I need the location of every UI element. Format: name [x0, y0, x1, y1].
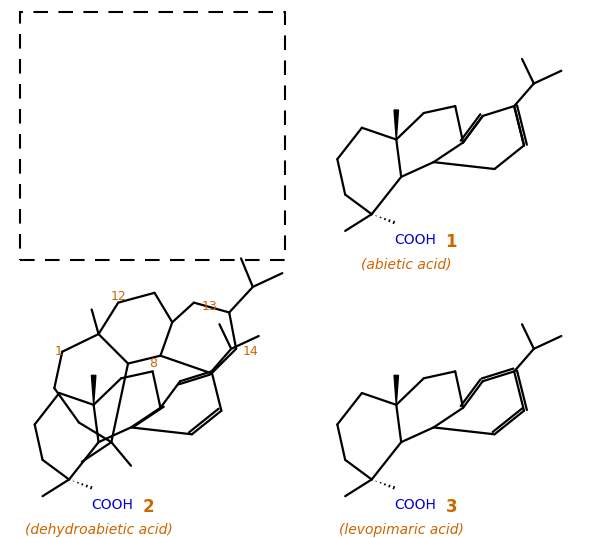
- Text: 2: 2: [143, 498, 154, 516]
- Bar: [20, 12, 285, 260]
- Text: 12: 12: [111, 290, 126, 303]
- Text: COOH: COOH: [394, 233, 436, 247]
- Text: 8: 8: [150, 357, 157, 370]
- Text: 3: 3: [446, 498, 457, 516]
- Text: 1: 1: [446, 233, 457, 251]
- Text: (levopimaric acid): (levopimaric acid): [338, 523, 463, 537]
- Polygon shape: [394, 110, 398, 139]
- Text: 13: 13: [202, 300, 218, 313]
- Text: COOH: COOH: [91, 498, 133, 512]
- Text: COOH: COOH: [394, 498, 436, 512]
- Polygon shape: [91, 376, 96, 405]
- Text: 1: 1: [54, 345, 62, 358]
- Text: 14: 14: [243, 345, 259, 358]
- Text: (abietic acid): (abietic acid): [361, 257, 451, 272]
- Polygon shape: [394, 376, 398, 405]
- Text: (dehydroabietic acid): (dehydroabietic acid): [25, 523, 172, 537]
